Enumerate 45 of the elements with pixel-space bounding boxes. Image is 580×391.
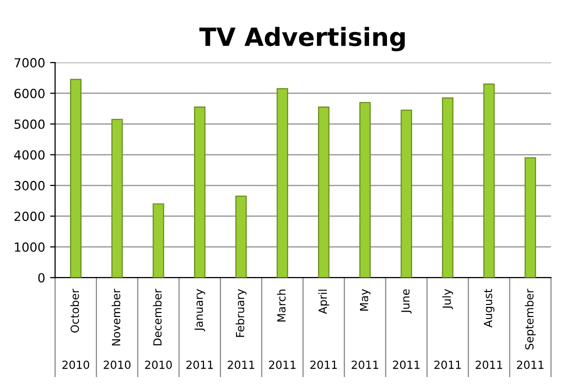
x-tick-label: March [277,290,286,322]
bar [318,106,330,278]
x-tick-label: September [524,288,536,350]
y-tick-label: 4000 [14,150,45,160]
x-tick-label: July [442,289,454,310]
bar [483,84,495,278]
text: 2011 [352,360,378,370]
text: 2010 [104,360,130,370]
y-tick-label: 3000 [14,180,45,190]
text: 2011 [393,360,420,370]
bar [194,106,206,278]
bar [152,203,164,278]
y-tick-label: 1000 [14,242,45,252]
x-tick-label: December [153,288,162,346]
text: 2011 [517,360,544,370]
y-tick-label: 7000 [14,58,45,68]
bar [235,196,247,278]
chart-title: TV Advertising [199,26,405,52]
bar [400,110,412,278]
y-tick-label: 2000 [14,212,45,222]
y-tick-label: 5000 [14,119,45,129]
y-tick-label: 6000 [14,88,45,98]
x-tick-label: February [236,289,246,337]
x-tick-label: October [70,288,79,333]
bar [524,157,536,278]
x-tick-label: November [112,288,120,346]
text: 2010 [62,360,90,370]
text: 2011 [310,360,337,370]
x-tick-label: June [401,289,412,314]
bar [442,97,454,278]
y-tick-label: 0 [38,273,45,283]
x-tick-label: May [360,289,370,311]
bar [359,102,371,278]
text: 2011 [269,360,296,370]
text: 2011 [186,360,213,370]
text: 2010 [145,360,172,370]
x-tick-label: April [318,290,330,314]
bar [276,88,288,278]
x-tick-label: August [484,288,494,328]
bar [70,78,82,278]
bar [111,118,123,278]
text: 2011 [228,360,254,370]
x-tick-label: January [194,289,206,332]
text: 2011 [434,360,461,370]
text: 2011 [476,360,502,370]
